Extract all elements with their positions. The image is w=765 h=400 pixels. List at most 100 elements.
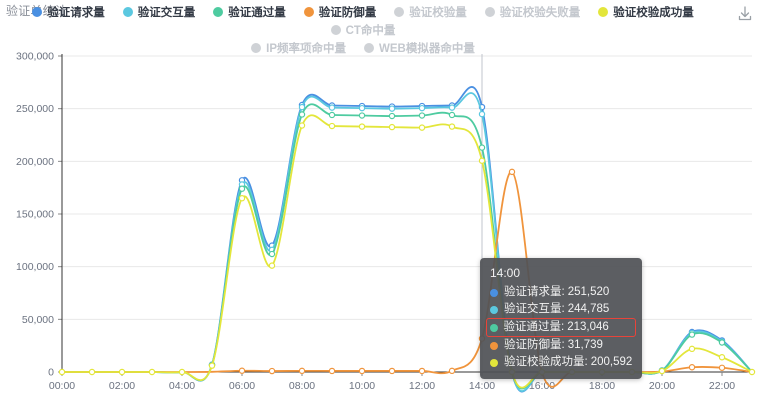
legend-color-dot	[251, 43, 262, 53]
series-point	[268, 250, 276, 258]
series-point	[718, 354, 726, 361]
legend-color-dot	[598, 7, 609, 17]
y-axis-label-1: 50,000	[22, 314, 54, 326]
series-point	[418, 104, 426, 112]
series-point	[448, 367, 456, 375]
x-axis-label-9: 18:00	[589, 380, 615, 392]
legend-item-1-3[interactable]: 验证通过量	[213, 3, 286, 21]
series-point	[238, 367, 246, 374]
download-icon-svg	[738, 6, 752, 21]
tooltip-row-1: 验证请求量: 251,520	[490, 284, 632, 301]
series-3	[61, 103, 753, 390]
legend-color-dot	[32, 7, 43, 17]
legend-item-label: 验证校验失败量	[499, 7, 581, 19]
legend-item-2-1[interactable]: IP频率项命中量	[251, 39, 346, 57]
legend-color-dot	[213, 7, 224, 17]
legend-item-2-2[interactable]: WEB模拟器命中量	[364, 39, 475, 57]
x-axis-label-10: 20:00	[649, 380, 675, 392]
series-point	[718, 339, 726, 346]
series-2	[61, 92, 753, 392]
series-point	[418, 112, 426, 119]
legend-color-dot	[303, 7, 314, 17]
series-point	[718, 364, 726, 371]
legend-color-dot	[394, 7, 405, 17]
series-line-2	[61, 92, 753, 392]
series-point	[298, 367, 306, 375]
tooltip-series-name: 验证请求量:	[504, 286, 565, 298]
legend-item-1-4[interactable]: 验证防御量	[303, 3, 377, 21]
x-axis-label-4: 08:00	[289, 380, 315, 392]
tooltip-series-name: 验证通过量:	[503, 321, 565, 333]
legend-item-label: CT命中量	[345, 25, 396, 37]
series-point	[298, 111, 306, 118]
line-chart-svg: 0 50,000 100,000 150,000 200,000 250,000 300,0…	[16, 51, 756, 393]
x-axis-label-2: 04:00	[169, 380, 195, 392]
tooltip-row-3: 验证通过量: 213,046	[486, 318, 637, 337]
legend-item-1-7[interactable]: 验证校验成功量	[598, 3, 694, 21]
series-point	[388, 367, 396, 375]
series-point	[418, 124, 426, 131]
series-point	[478, 144, 486, 151]
legend-item-label: IP频率项命中量	[266, 43, 347, 55]
legend-item-label: 验证请求量	[47, 7, 105, 19]
legend-item-label: 验证交互量	[137, 7, 196, 19]
x-axis-label-0: 00:00	[49, 380, 75, 392]
series-4	[61, 168, 753, 388]
series-point	[58, 368, 66, 376]
series-point	[358, 112, 366, 119]
series-line-5	[61, 114, 753, 389]
series-point	[448, 104, 456, 111]
series-point	[448, 111, 456, 119]
series-point	[328, 122, 336, 130]
series-line-3	[61, 103, 753, 390]
x-axis-label-7: 14:00	[469, 380, 495, 392]
legend-item-1-8[interactable]: CT命中量	[330, 21, 396, 39]
series-point	[328, 367, 336, 375]
legend-item-1-1[interactable]: 验证请求量	[32, 3, 105, 21]
series-point	[358, 123, 366, 130]
legend-item-1-6[interactable]: 验证校验失败量	[484, 3, 581, 21]
x-axis-label-3: 06:00	[229, 380, 255, 392]
series-point	[148, 368, 156, 376]
series-line-4	[61, 170, 753, 388]
tooltip-series-dot	[489, 323, 498, 332]
download-icon[interactable]	[735, 4, 755, 24]
series-point	[388, 112, 396, 120]
series-1	[61, 86, 753, 393]
tooltip-row-5: 验证校验成功量: 200,592	[490, 354, 632, 371]
legend-item-label: 验证防御量	[318, 7, 377, 19]
y-axis-label-0: 0	[48, 367, 54, 379]
legend-item-1-5[interactable]: 验证校验量	[394, 3, 467, 21]
series-point	[208, 362, 216, 369]
series-point	[478, 110, 486, 118]
legend-row-2: IP频率项命中量 WEB模拟器命中量	[0, 39, 726, 57]
tooltip-series-dot	[490, 341, 498, 350]
series-point	[688, 364, 696, 371]
series-point	[298, 103, 306, 111]
tooltip-series-dot	[490, 305, 498, 314]
series-point	[418, 367, 426, 375]
tooltip-rows: 验证请求量: 251,520 验证交互量: 244,785 验证通过量: 213,046 验…	[486, 284, 637, 371]
series-point	[238, 185, 246, 192]
chart-plot-area[interactable]: 0 50,000 100,000 150,000 200,000 250,000 300,0…	[0, 42, 765, 400]
series-point	[118, 368, 126, 376]
series-point	[358, 104, 366, 112]
tooltip-series-value: 200,592	[590, 356, 633, 368]
legend-item-1-2[interactable]: 验证交互量	[122, 3, 196, 21]
x-axis-label-1: 02:00	[109, 380, 135, 392]
y-axis-label-5: 250,000	[16, 103, 54, 115]
series-point	[328, 111, 336, 119]
legend-item-label: WEB模拟器命中量	[379, 43, 475, 55]
tooltip-series-value: 251,520	[567, 286, 610, 298]
series-line-1	[61, 86, 753, 393]
series-point	[688, 345, 696, 353]
series-point	[88, 368, 96, 376]
series-point	[238, 194, 246, 202]
series-point	[688, 331, 696, 338]
x-axis-label-6: 12:00	[409, 380, 435, 392]
legend-item-label: 验证校验量	[409, 7, 467, 19]
tooltip-series-name: 验证校验成功量:	[504, 356, 588, 368]
tooltip-series-value: 244,785	[567, 303, 610, 315]
series-point	[178, 368, 186, 376]
